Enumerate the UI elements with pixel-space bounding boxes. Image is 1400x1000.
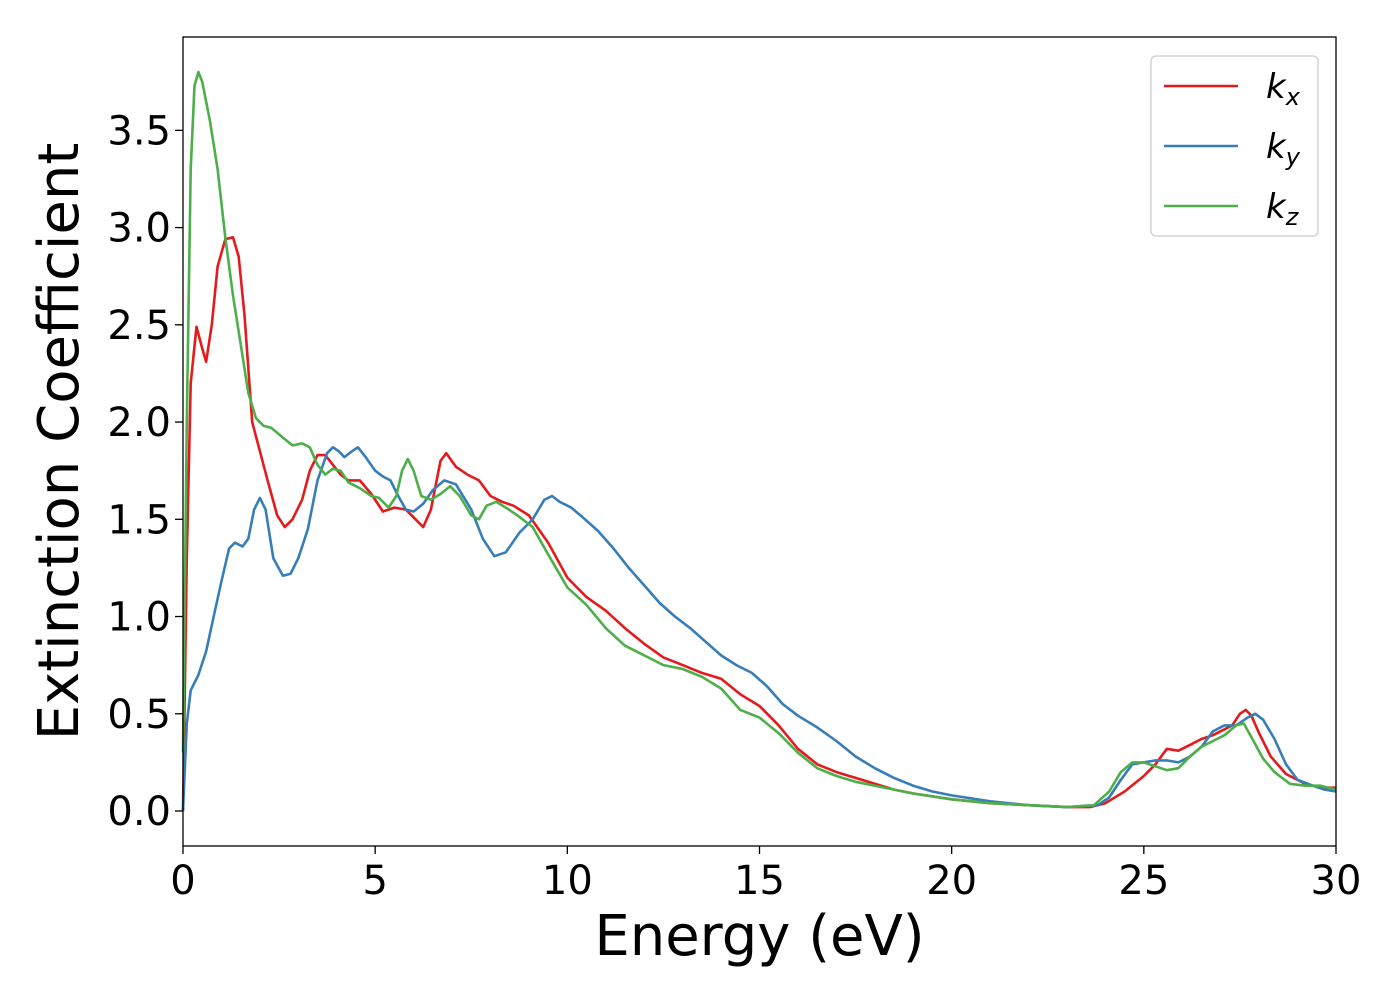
series-layer bbox=[181, 70, 1337, 812]
x-axis: 0 5 10 15 20 25 30 bbox=[170, 846, 1361, 904]
y-tick-label: 2.5 bbox=[107, 303, 171, 349]
y-axis: 0.0 0.5 1.0 1.5 2.0 2.5 3.0 3.5 bbox=[107, 108, 183, 835]
y-tick-label: 3.5 bbox=[107, 108, 171, 154]
x-tick-label: 30 bbox=[1311, 858, 1362, 904]
x-tick-label: 0 bbox=[170, 858, 195, 904]
x-tick-label: 25 bbox=[1118, 858, 1169, 904]
x-tick-label: 15 bbox=[734, 858, 785, 904]
x-tick-label: 10 bbox=[542, 858, 593, 904]
y-tick-label: 1.0 bbox=[107, 595, 171, 641]
y-tick-label: 0.0 bbox=[107, 789, 171, 835]
x-tick-label: 5 bbox=[362, 858, 387, 904]
y-tick-label: 2.0 bbox=[107, 400, 171, 446]
legend: kx ky kz bbox=[1150, 55, 1319, 237]
series-line-kx bbox=[181, 236, 1336, 812]
y-axis-title: Extinction Coefficient bbox=[27, 143, 92, 741]
series-line-ky bbox=[181, 446, 1337, 812]
x-tick-label: 20 bbox=[926, 858, 977, 904]
x-axis-title: Energy (eV) bbox=[594, 904, 924, 969]
y-tick-label: 1.5 bbox=[107, 497, 171, 543]
legend-label-kz: kz bbox=[1266, 187, 1300, 231]
y-tick-label: 3.0 bbox=[107, 206, 171, 252]
series-line-kz bbox=[181, 70, 1337, 809]
legend-label-kx: kx bbox=[1266, 67, 1301, 111]
legend-label-ky: ky bbox=[1266, 127, 1301, 171]
y-tick-label: 0.5 bbox=[107, 692, 171, 738]
